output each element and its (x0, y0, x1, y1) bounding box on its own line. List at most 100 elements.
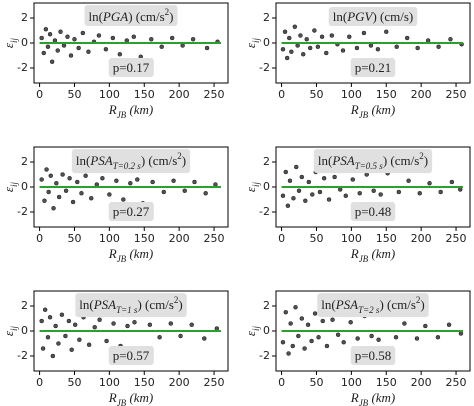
y-tick-label: 2 (263, 299, 270, 312)
point (406, 178, 411, 183)
panel-title-box (317, 293, 429, 318)
point (369, 333, 374, 339)
point (76, 45, 81, 51)
point (121, 197, 126, 202)
point (94, 182, 100, 187)
point (288, 321, 293, 326)
annotation-box (108, 345, 154, 365)
point (376, 337, 381, 342)
point (303, 198, 308, 203)
point (135, 177, 140, 182)
point (449, 179, 455, 185)
panel-title-box (328, 6, 418, 26)
point (56, 194, 62, 200)
point (63, 333, 68, 339)
panel-title: ln(PGV) (cm/s) (333, 9, 414, 24)
y-tick-label: 2 (263, 155, 270, 168)
x-tick-label: 100 (99, 88, 120, 101)
point (396, 189, 402, 195)
y-tick-label: 0 (21, 180, 28, 193)
panel-title-part: ln( (79, 297, 93, 312)
y-tick-label: 2 (21, 155, 28, 168)
panel-title-part: PSA (89, 153, 112, 168)
point (312, 311, 318, 316)
point (287, 35, 292, 41)
x-tick-label: 50 (67, 232, 81, 245)
panel-title-part: T=0.5 s (355, 161, 384, 171)
panel-title-part: PGA (102, 9, 128, 24)
x-axis-label: RJB (km) (350, 390, 396, 406)
annotation-box (350, 57, 396, 77)
point (79, 191, 84, 196)
y-tick-label: 0 (21, 36, 28, 49)
point (189, 322, 194, 327)
annotation-group: p=0.58 (350, 345, 396, 365)
point (40, 346, 46, 351)
x-tick-label: 200 (169, 232, 190, 245)
x-axis-label-part: R (350, 102, 359, 117)
annotation-group: p=0.21 (350, 57, 396, 77)
panel-title-part: ) (420, 297, 424, 312)
point (44, 167, 49, 172)
panel-title-part: 2 (416, 295, 421, 305)
panel-title-box (75, 293, 187, 318)
x-axis-label-part: (km) (368, 102, 395, 117)
annotation: p=0.17 (113, 60, 150, 75)
point (103, 47, 109, 52)
point (438, 189, 443, 195)
point (446, 322, 452, 327)
x-axis-label-part: JB (117, 398, 127, 406)
point (47, 32, 53, 37)
point (107, 192, 112, 197)
x-tick-label: 100 (341, 88, 362, 101)
point (284, 55, 290, 61)
y-tick-label: -2 (17, 349, 28, 362)
point (347, 34, 352, 39)
panel-title: ln(PSAT=2 s) (cm/s2) (321, 295, 425, 315)
x-tick-label: 100 (99, 232, 120, 245)
point (180, 43, 185, 48)
point (169, 35, 175, 41)
point (289, 49, 294, 54)
point (168, 321, 173, 326)
panel-title-group: ln(PSAT=1 s) (cm/s2) (75, 293, 187, 318)
point (427, 181, 432, 186)
point (319, 34, 325, 39)
annotation-group: p=0.48 (350, 201, 396, 221)
point (423, 323, 428, 329)
annotation-box (350, 201, 396, 221)
y-tick-label: 2 (21, 11, 28, 24)
point (150, 179, 155, 185)
y-axis-label: εij (243, 181, 261, 192)
y-axis-label-part: ε (243, 42, 258, 48)
point (125, 323, 130, 329)
point (321, 176, 327, 181)
point (132, 320, 137, 325)
x-tick-label: 0 (36, 232, 43, 245)
point (41, 50, 46, 56)
x-axis-label-part: JB (117, 110, 127, 120)
point (131, 34, 136, 39)
point (48, 173, 53, 178)
point (45, 335, 51, 340)
y-axis-label-part: ε (243, 186, 258, 192)
panel-title-box (71, 149, 191, 174)
point (182, 188, 187, 193)
x-tick-label: 150 (134, 376, 155, 389)
y-tick-label: -2 (17, 61, 28, 74)
x-tick-label: 0 (36, 88, 43, 101)
y-axis-label-part: ij (251, 181, 261, 187)
point (292, 24, 298, 29)
point (291, 196, 296, 201)
point (45, 44, 51, 49)
point (67, 176, 72, 181)
point (147, 322, 153, 327)
point (171, 178, 176, 183)
point (283, 169, 288, 175)
point (368, 43, 374, 48)
panel-title-part: ln( (88, 9, 102, 24)
annotation-group: p=0.17 (108, 57, 154, 77)
panel-title: ln(PSAT=1 s) (cm/s2) (79, 295, 183, 315)
y-tick-label: 2 (263, 11, 270, 24)
point (350, 177, 355, 182)
